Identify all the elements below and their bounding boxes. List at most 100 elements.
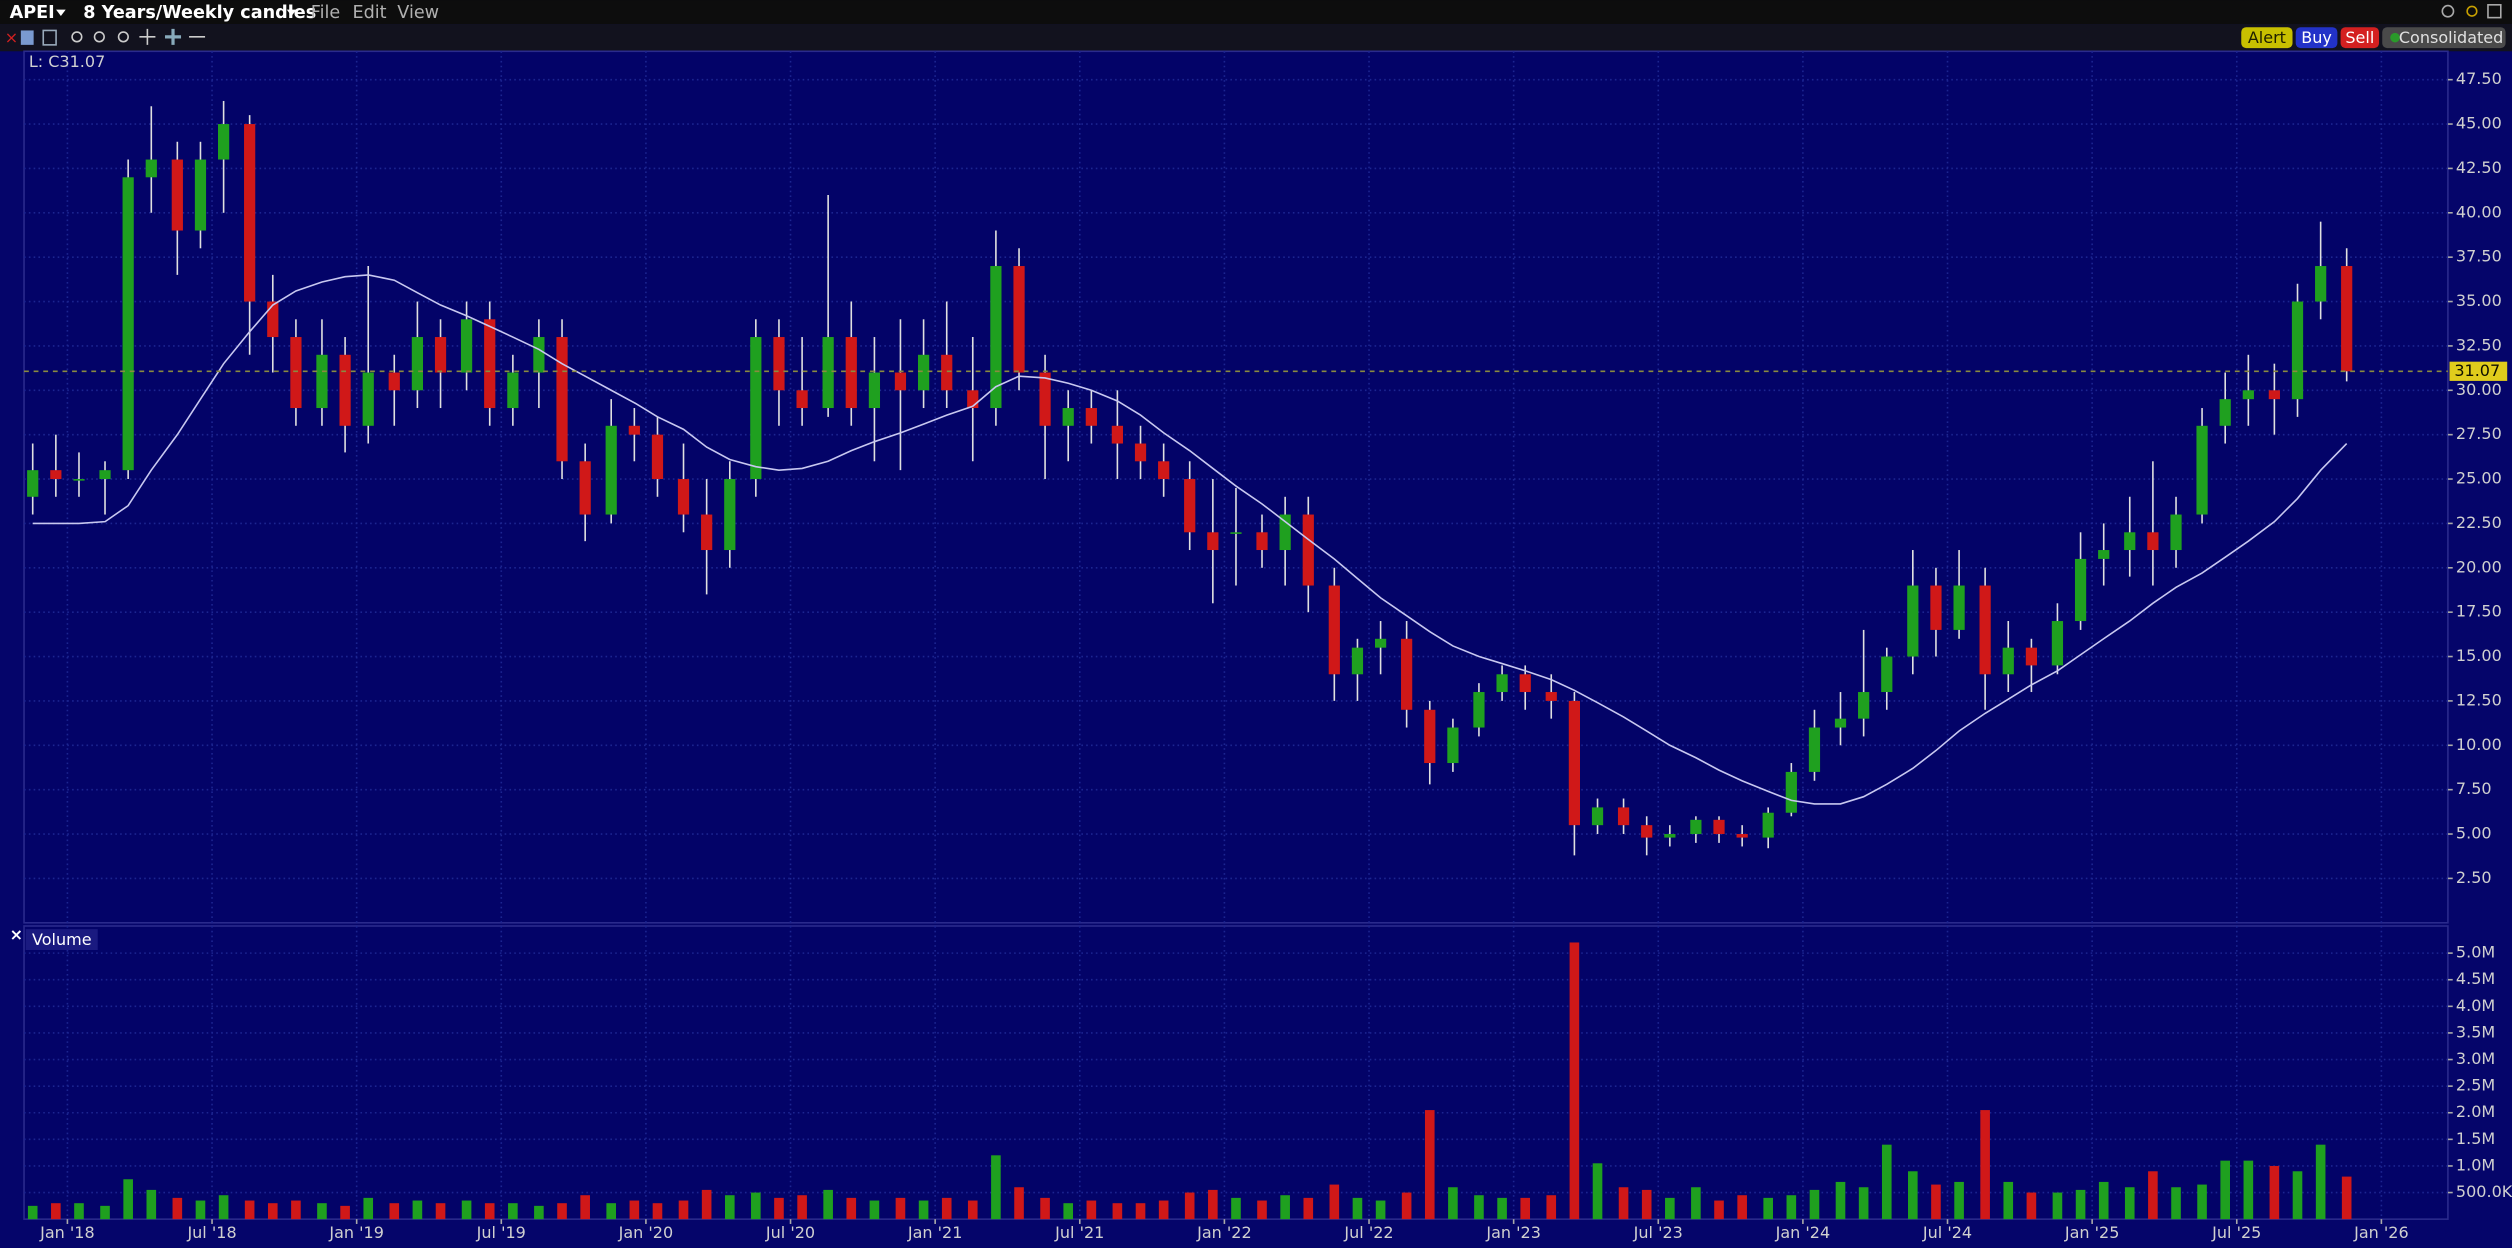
volume-panel [23,925,2449,1220]
volume-bar [2243,1160,2254,1220]
x-tick-label: Jul '24 [1922,1223,1972,1242]
volume-bar [606,1203,617,1220]
pan-icon[interactable] [165,28,182,45]
candle-body [1713,819,1725,835]
volume-bar [1158,1200,1169,1220]
x-tick-label: Jan '26 [2353,1223,2409,1242]
volume-bar [2197,1184,2207,1220]
candle-body [434,337,447,373]
volume-bar [2098,1181,2109,1220]
y-tick-label: 30.00 [2456,380,2502,399]
candle-body [2124,532,2136,551]
moving-average-line [32,274,2348,805]
crosshair-icon[interactable] [139,28,156,45]
y-tick-label: 35.00 [2456,291,2502,310]
volume-label-box [25,929,98,951]
x-tick-label: Jul '19 [476,1223,526,1242]
candle-body [73,479,85,481]
sell-button-label[interactable]: Sell [2345,28,2374,47]
candle-body [1762,812,1774,838]
volume-bar [435,1203,446,1220]
volume-bar [2052,1192,2063,1220]
y-tick-label: 7.50 [2456,779,2492,798]
volume-bar [869,1200,880,1220]
candle-body [1979,585,1991,675]
candle-body [941,354,953,391]
tool-icon[interactable] [42,29,57,46]
settings-icon[interactable] [2441,4,2455,18]
exchange-button[interactable] [2382,27,2506,49]
exchange-button-label[interactable]: Consolidated [2399,28,2503,47]
volume-bar [1737,1195,1747,1220]
menu-item[interactable]: File [311,3,340,23]
candle-body [1907,585,1919,657]
close-panel-icon[interactable]: × [10,925,23,944]
zoom-out-icon[interactable] [117,31,129,43]
candle-body [145,159,157,178]
y-tick-label: 5.00 [2456,824,2492,843]
volume-bar [1257,1200,1267,1220]
y-tick-label: 10.00 [2456,735,2502,754]
volume-bar [1063,1203,1074,1220]
symbol[interactable]: APEI [10,3,55,23]
candle-body [1617,807,1630,826]
candle-body [1302,514,1314,586]
volume-bar [2220,1160,2231,1220]
candle-body [1930,585,1942,630]
alert-button[interactable] [2241,27,2293,49]
candle-body [701,514,713,551]
candle-body [894,372,907,391]
volume-bar [941,1197,952,1220]
buy-button-label[interactable]: Buy [2301,28,2332,47]
status-dot [2390,32,2400,43]
y-tick-label: 45.00 [2456,114,2502,133]
candle-body [2170,514,2182,551]
y-tick-label: 22.50 [2456,513,2502,532]
sell-button[interactable] [2340,27,2380,49]
toolbar [0,24,2512,52]
candle-body [1013,266,1025,373]
volume-bar [2171,1187,2181,1220]
candle-body [1545,692,1557,701]
menu-item[interactable]: Edit [352,3,386,23]
candle-body [194,159,207,231]
volume-bar [1497,1197,1507,1220]
dropdown-arrow[interactable] [286,9,297,17]
candle-body [50,470,62,480]
tool-icon[interactable] [71,31,83,43]
volume-bar [1014,1187,1024,1220]
candle-body [750,337,762,480]
menu-item[interactable]: View [397,3,439,23]
tool-icon[interactable] [20,30,34,45]
alert-button-label[interactable]: Alert [2248,28,2286,47]
candle-body [1184,479,1196,533]
candle-body [1158,461,1170,480]
volume-bar [846,1197,857,1220]
period-selector[interactable]: 8 Years/Weekly candles [83,3,316,23]
candle-body [1953,585,1965,630]
candle-body [1351,647,1364,675]
volume-bar [363,1197,374,1220]
link-icon[interactable] [2466,5,2478,17]
close-icon[interactable]: × [5,28,18,47]
candle-body [1785,771,1797,813]
y-tick-label: 17.50 [2456,602,2502,621]
volume-bar [1809,1189,1820,1220]
y-tick-label: 3.0M [2456,1049,2495,1068]
dropdown-arrow[interactable] [56,9,66,17]
candle-body [2268,390,2280,400]
volume-bar [1908,1171,1918,1220]
x-tick-label: Jul '18 [186,1223,236,1242]
expand-icon[interactable] [2487,4,2502,19]
candle-body [2002,647,2014,675]
buy-button[interactable] [2295,27,2338,49]
candle-body [1424,709,1436,764]
candle-body [1881,656,1893,693]
candle-body [967,390,979,409]
zoom-in-icon[interactable] [93,31,105,43]
volume-bar [1931,1184,1941,1220]
volume-bar [100,1205,110,1220]
volume-bar [1474,1195,1484,1220]
